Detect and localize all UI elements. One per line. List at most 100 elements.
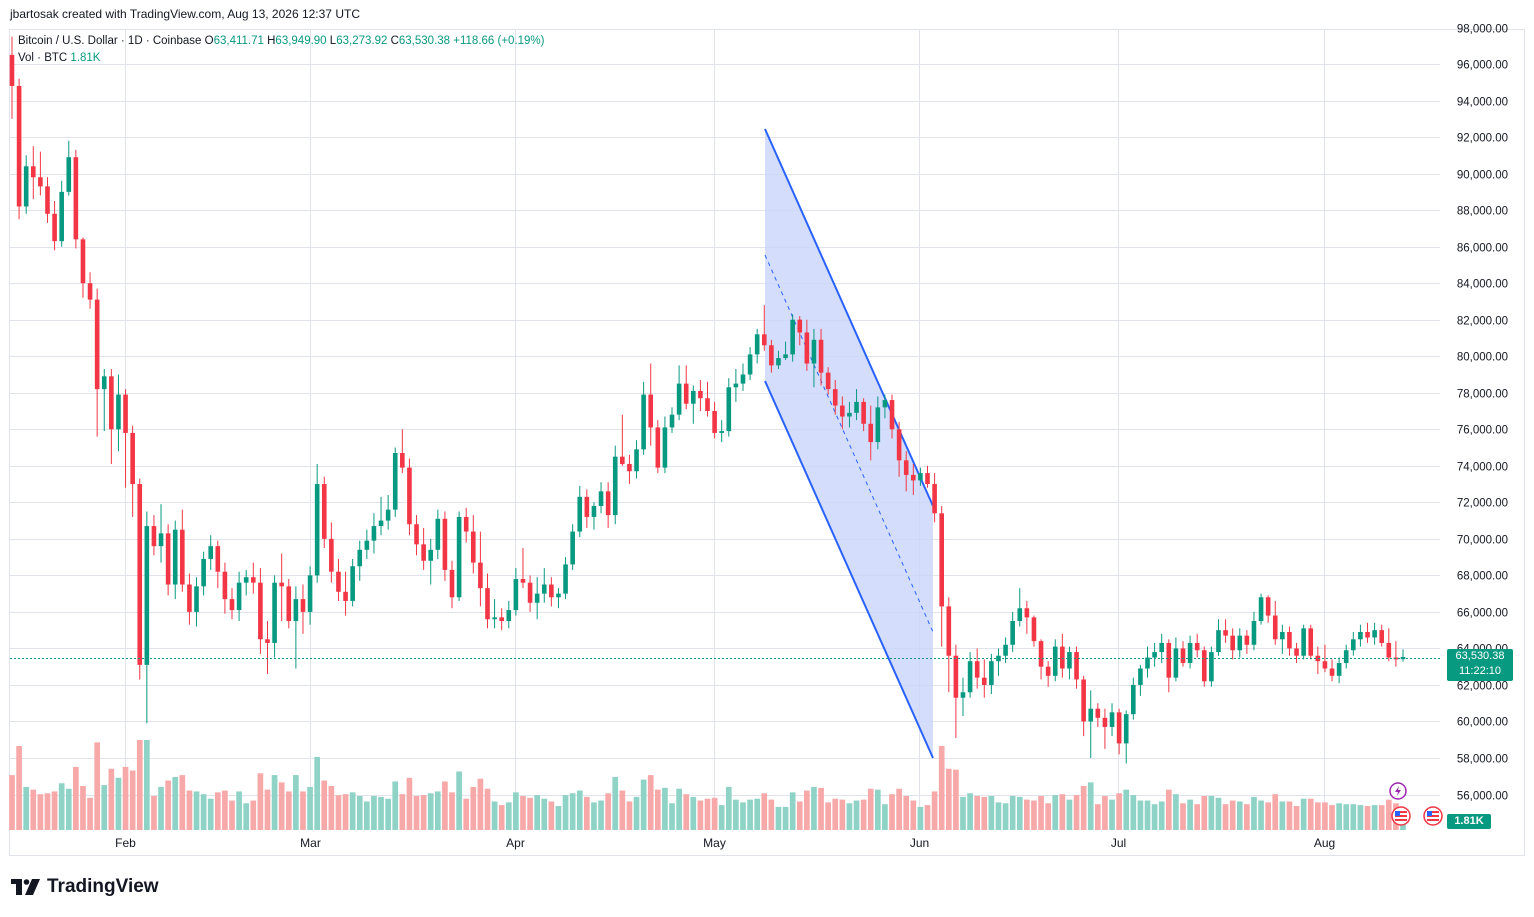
candle-body: [925, 473, 930, 485]
volume-bar: [484, 788, 491, 830]
price-tick-label: 84,000.00: [1457, 279, 1508, 291]
candle: [329, 522, 334, 583]
volume-bar: [179, 775, 186, 830]
candle: [825, 367, 831, 395]
volume-bar: [1144, 800, 1151, 830]
us-flag-icon[interactable]: [1391, 806, 1411, 826]
volume-bar: [65, 788, 72, 830]
volume-bar: [172, 776, 179, 830]
candle-body: [570, 531, 575, 565]
candle-body: [492, 617, 497, 620]
volume-bar: [725, 786, 732, 830]
volume-bar: [229, 800, 235, 830]
candle: [52, 200, 57, 251]
candle-body: [1287, 631, 1292, 649]
price-tick-label: 90,000.00: [1457, 170, 1508, 182]
volume-bar: [995, 802, 1002, 830]
candle: [87, 272, 93, 309]
candle: [1194, 633, 1200, 658]
candle-body: [804, 332, 810, 364]
candle: [868, 405, 874, 461]
candle: [1138, 664, 1143, 696]
candle: [612, 445, 618, 525]
volume-bar: [1002, 803, 1009, 830]
candle-body: [1180, 648, 1186, 664]
price-axis[interactable]: 56,000.0058,000.0060,000.0062,000.0064,0…: [1457, 24, 1508, 803]
candle: [840, 396, 845, 430]
volume-bar: [37, 794, 44, 830]
candle-body: [939, 513, 945, 607]
candle: [229, 588, 235, 620]
candle: [364, 529, 370, 559]
candle-body: [740, 374, 746, 384]
volume-bar: [328, 786, 335, 830]
candle-body: [400, 453, 405, 468]
volume-bar: [1052, 795, 1059, 830]
channel-lower-line[interactable]: [764, 380, 934, 759]
candle-body: [392, 453, 398, 510]
volume-bar: [804, 790, 810, 830]
candle: [911, 463, 916, 496]
candle-body: [116, 394, 121, 430]
candle: [101, 369, 107, 432]
volume-bar: [1123, 789, 1130, 830]
volume-bar: [1201, 796, 1208, 830]
parallel-channel-drawing[interactable]: [764, 128, 934, 759]
volume-bar: [584, 796, 590, 830]
volume-bar: [1116, 793, 1122, 830]
volume-bar: [598, 800, 604, 830]
volume-bar: [747, 799, 753, 830]
candle: [1003, 637, 1008, 664]
volume-legend[interactable]: Vol · BTC 1.81K: [18, 52, 100, 64]
candle: [1216, 619, 1221, 656]
candle: [1159, 633, 1165, 664]
candle: [250, 562, 256, 594]
tradingview-logo[interactable]: TradingView: [11, 876, 159, 898]
candle-body: [903, 460, 909, 475]
candle: [343, 571, 348, 616]
candle-body: [314, 484, 320, 576]
candle: [1329, 659, 1335, 682]
volume-bar: [1336, 803, 1342, 830]
candle: [1152, 642, 1157, 667]
volume-bar: [456, 771, 462, 830]
flash-event-icon[interactable]: [1389, 782, 1407, 800]
candle: [641, 381, 646, 455]
volume-bar: [1215, 797, 1222, 830]
candle: [925, 465, 930, 488]
candle-body: [797, 319, 803, 333]
volume-bar: [654, 789, 661, 830]
candle: [1365, 622, 1370, 643]
candle-body: [321, 484, 327, 539]
time-axis[interactable]: Feb Mar Apr May Jun Jul Aug: [115, 836, 1335, 850]
candle-body: [258, 582, 263, 640]
us-flag-icon[interactable]: [1423, 806, 1443, 826]
candle: [634, 440, 639, 479]
candle: [1230, 628, 1235, 660]
volume-bar: [953, 769, 959, 830]
volume-bar: [236, 791, 242, 830]
candle: [1116, 708, 1122, 755]
volume-bar: [364, 801, 370, 830]
symbol-description[interactable]: Bitcoin / U.S. Dollar · 1D · Coinbase: [18, 35, 202, 47]
candle: [1379, 624, 1385, 647]
candle-body: [832, 389, 838, 406]
volume-bar: [548, 801, 555, 830]
ohlc-legend[interactable]: Bitcoin / U.S. Dollar · 1D · Coinbase O6…: [18, 35, 544, 47]
candle-body: [1187, 642, 1193, 664]
candle: [953, 644, 959, 738]
volume-bar: [1137, 800, 1144, 830]
candle: [279, 553, 284, 622]
candle-body: [385, 509, 391, 521]
candle-body: [591, 505, 597, 517]
candle: [1038, 639, 1044, 680]
volume-bar: [1031, 800, 1037, 830]
candle: [80, 237, 86, 298]
volume-bar: [1329, 805, 1335, 830]
channel-upper-line[interactable]: [764, 128, 934, 507]
candle: [1123, 710, 1129, 764]
volume-bar: [1244, 804, 1250, 830]
candlestick-series: [9, 36, 1406, 764]
candle-body: [470, 531, 476, 563]
